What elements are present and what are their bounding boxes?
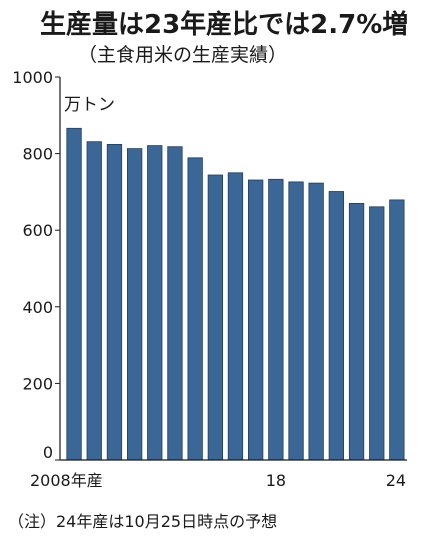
bar-2010: [106, 143, 123, 461]
y-ticks-group: 0 200 400 600 800 1000: [12, 68, 60, 462]
y-tick-label: 800: [22, 145, 53, 164]
bar-2023: [369, 206, 385, 461]
x-tick-label-2024: 24: [386, 471, 406, 490]
x-ticks-group: 2008年産 18 24: [30, 471, 406, 490]
bar-2013: [167, 146, 183, 461]
chart-subtitle: （主食用米の生産実績）: [78, 44, 288, 66]
y-tick-label: 600: [22, 221, 53, 240]
y-tick-label: 400: [22, 298, 53, 317]
y-axis-unit-label: 万トン: [64, 95, 115, 115]
bar-2017: [247, 179, 264, 461]
y-tick-label: 1000: [12, 68, 53, 87]
footnote: （注）24年産は10月25日時点の予想: [8, 512, 278, 531]
x-tick-label-2018: 18: [266, 471, 286, 490]
bar-2021: [328, 191, 345, 461]
bar-2018: [268, 178, 284, 461]
y-tick-label: 0: [43, 443, 53, 462]
bar-2024: [389, 199, 405, 461]
bars-group: [66, 127, 405, 461]
x-tick-label-2008: 2008年産: [30, 471, 103, 490]
bar-2020: [308, 182, 324, 461]
bar-2014: [187, 157, 203, 461]
bar-2011: [127, 148, 143, 461]
bar-2008: [66, 127, 82, 461]
bar-2022: [348, 202, 365, 461]
bar-2016: [227, 172, 244, 461]
bar-2012: [147, 145, 163, 461]
bar-2009: [86, 141, 102, 461]
bar-2019: [288, 181, 304, 461]
y-tick-label: 200: [22, 374, 53, 393]
bar-2015: [207, 174, 224, 461]
chart-title: 生産量は23年産比では2.7%増: [40, 10, 409, 40]
axes-group: [59, 77, 407, 461]
